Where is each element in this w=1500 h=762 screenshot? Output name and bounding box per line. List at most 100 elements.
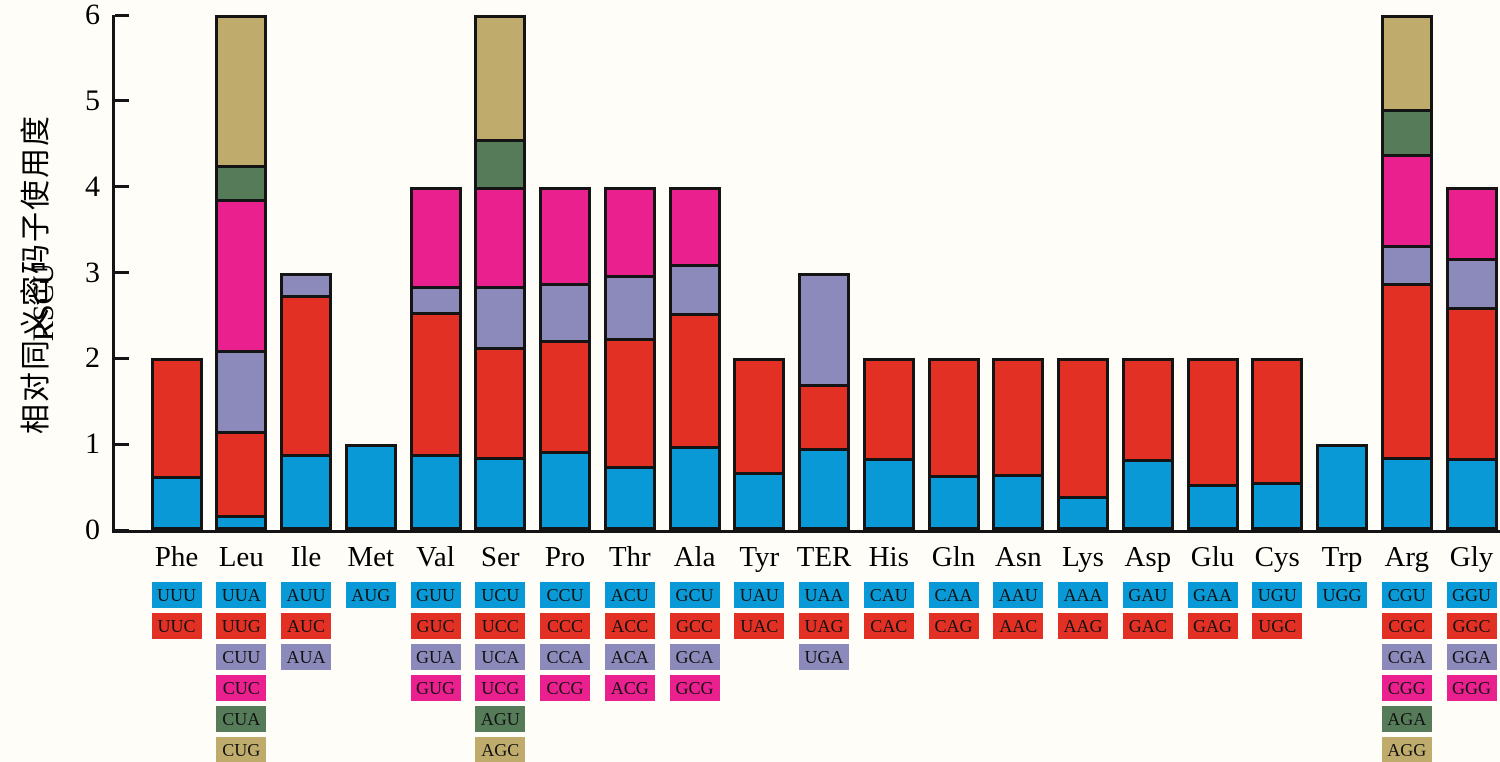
bar-segment-aac xyxy=(992,358,1045,475)
bar-tyr xyxy=(733,358,786,530)
bar-segment-ugu xyxy=(1251,481,1304,530)
codon-box-uaa: UAA xyxy=(799,582,849,608)
bar-segment-aua xyxy=(280,272,332,295)
bar-gln xyxy=(927,358,980,530)
codon-box-aga: AGA xyxy=(1381,706,1432,732)
y-tick-label-5: 5 xyxy=(85,83,100,117)
x-label-gly: Gly xyxy=(1449,541,1494,573)
bar-segment-aaa xyxy=(1057,495,1109,530)
bar-segment-uau xyxy=(733,472,786,530)
codon-box-uua: UUA xyxy=(216,582,267,608)
x-label-his: His xyxy=(868,541,909,573)
codon-box-auc: AUC xyxy=(281,613,331,639)
x-label-val: Val xyxy=(416,541,455,573)
bar-segment-ccu xyxy=(539,451,591,530)
bar-segment-gcu xyxy=(668,445,721,530)
x-label-ile: Ile xyxy=(290,541,322,573)
bar-leu xyxy=(215,15,268,530)
codon-box-aau: AAU xyxy=(993,582,1044,608)
codon-box-cuu: CUU xyxy=(216,644,267,670)
bar-segment-ccg xyxy=(539,186,591,283)
bar-segment-agc xyxy=(474,15,527,139)
codon-box-acu: ACU xyxy=(604,582,655,608)
codon-box-uca: UCA xyxy=(475,644,526,670)
bar-gly xyxy=(1445,186,1498,530)
x-label-pro: Pro xyxy=(544,541,586,573)
x-label-asp: Asp xyxy=(1124,541,1172,573)
x-label-cys: Cys xyxy=(1254,541,1300,573)
bar-segment-uca xyxy=(474,286,527,348)
codon-box-agg: AGG xyxy=(1381,737,1432,762)
bar-segment-gcc xyxy=(668,312,721,446)
bar-segment-aca xyxy=(603,275,656,338)
y-tick-5 xyxy=(115,99,129,103)
codon-box-acc: ACC xyxy=(604,613,655,639)
bar-ala xyxy=(668,186,721,530)
bar-segment-cac xyxy=(862,358,915,458)
codon-box-gga: GGA xyxy=(1446,644,1497,670)
bar-segment-cug xyxy=(215,15,268,166)
bar-segment-uua xyxy=(215,515,268,530)
codon-box-cug: CUG xyxy=(216,737,267,762)
codon-box-aag: AAG xyxy=(1058,613,1108,639)
bar-segment-aug xyxy=(344,444,397,530)
y-tick-label-4: 4 xyxy=(85,169,100,203)
codon-box-guu: GUU xyxy=(410,582,461,608)
bar-segment-guu xyxy=(409,453,462,530)
x-label-lys: Lys xyxy=(1062,541,1104,573)
codon-box-uga: UGA xyxy=(799,644,849,670)
bar-segment-gag xyxy=(1186,358,1239,484)
codon-box-aaa: AAA xyxy=(1058,582,1108,608)
codon-box-uau: UAU xyxy=(734,582,785,608)
codon-box-acg: ACG xyxy=(604,675,655,701)
bar-segment-auc xyxy=(280,294,332,454)
bar-segment-gua xyxy=(409,286,462,312)
bar-glu xyxy=(1186,358,1239,530)
bar-segment-gca xyxy=(668,263,721,313)
bar-segment-agg xyxy=(1380,15,1433,110)
bar-segment-cga xyxy=(1380,245,1433,283)
x-label-trp: Trp xyxy=(1321,541,1363,573)
x-label-tyr: Tyr xyxy=(739,541,780,573)
bar-met xyxy=(344,444,397,530)
y-tick-3 xyxy=(115,271,129,274)
codon-box-cga: CGA xyxy=(1381,644,1432,670)
bar-segment-ucg xyxy=(474,186,527,287)
x-label-ser: Ser xyxy=(480,541,520,573)
y-axis-label-rscu: RSCU xyxy=(27,262,60,342)
codon-box-agu: AGU xyxy=(475,706,526,732)
codon-box-gug: GUG xyxy=(410,675,461,701)
bar-asn xyxy=(992,358,1045,530)
codon-box-ccu: CCU xyxy=(540,582,590,608)
bar-segment-aga xyxy=(1380,109,1433,155)
bar-segment-guc xyxy=(409,311,462,454)
bar-segment-aau xyxy=(992,474,1045,530)
codon-box-cua: CUA xyxy=(216,706,267,732)
codon-box-ugc: UGC xyxy=(1252,613,1303,639)
bar-segment-ucc xyxy=(474,347,527,458)
bar-asp xyxy=(1121,358,1174,530)
y-tick-label-2: 2 xyxy=(85,341,100,375)
bar-phe xyxy=(150,358,203,530)
codon-box-gua: GUA xyxy=(410,644,461,670)
bar-segment-uug xyxy=(215,431,268,516)
codon-box-cag: CAG xyxy=(928,613,979,639)
codon-box-uuu: UUU xyxy=(151,582,202,608)
codon-box-ggg: GGG xyxy=(1446,675,1497,701)
y-tick-label-1: 1 xyxy=(85,427,100,461)
bar-segment-agu xyxy=(474,138,527,187)
bar-segment-ucu xyxy=(474,457,527,530)
codon-box-aca: ACA xyxy=(604,644,655,670)
bar-segment-cuc xyxy=(215,198,268,350)
codon-box-aac: AAC xyxy=(993,613,1044,639)
codon-box-aua: AUA xyxy=(281,644,331,670)
bar-segment-uga xyxy=(798,272,850,385)
bar-segment-ggg xyxy=(1445,186,1498,258)
bar-ile xyxy=(280,272,332,531)
bar-segment-uag xyxy=(798,384,850,449)
codon-box-uac: UAC xyxy=(734,613,785,639)
bar-arg xyxy=(1380,15,1433,530)
codon-box-ugg: UGG xyxy=(1317,582,1367,608)
codon-box-uuc: UUC xyxy=(151,613,202,639)
